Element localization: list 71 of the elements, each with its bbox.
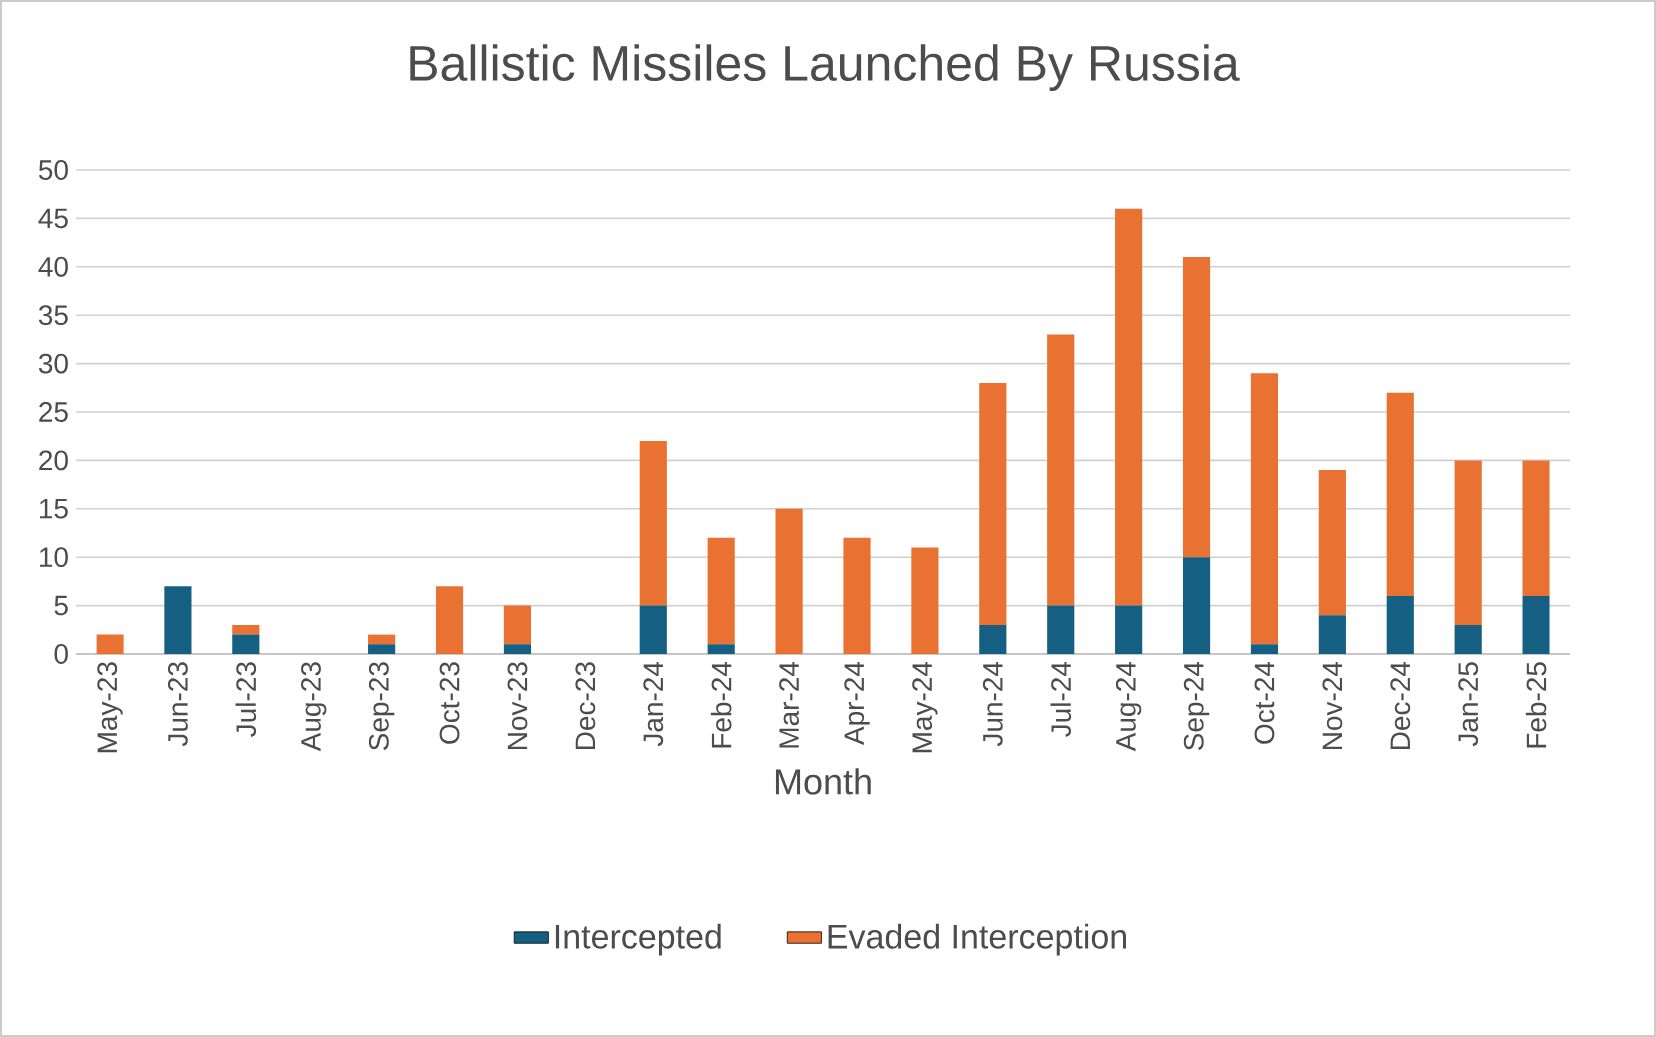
- x-tick-label: Jul-24: [1050, 661, 1072, 737]
- x-tick-label: Sep-23: [368, 662, 395, 751]
- x-tick-label: Aug-24: [1115, 661, 1142, 752]
- bar: [503, 644, 532, 654]
- bar: [1522, 460, 1550, 596]
- bar: [1182, 557, 1211, 654]
- x-tick-label: Jul-23: [235, 662, 257, 737]
- bar: [707, 644, 735, 654]
- x-tick-label: Dec-23: [575, 662, 596, 750]
- x-tick-label: Jun-23: [167, 662, 188, 747]
- bar: [232, 624, 260, 635]
- bar: [1386, 392, 1414, 596]
- y-tick-label: 40: [38, 256, 68, 277]
- bar: [979, 382, 1007, 625]
- bar: [707, 537, 735, 645]
- bar: [96, 634, 124, 654]
- bar: [775, 508, 803, 654]
- x-tick-label: Jan-25: [1458, 662, 1479, 747]
- bar: [911, 547, 939, 654]
- x-tick-label: Dec-24: [1390, 661, 1411, 750]
- legend-label: Intercepted: [555, 923, 721, 956]
- x-tick-label: Feb-25: [1525, 662, 1547, 748]
- chart-title: Ballistic Missiles Launched By Russia: [410, 44, 1240, 91]
- bar: [1250, 644, 1279, 654]
- y-tick-label: 30: [38, 353, 68, 374]
- y-tick-label: 45: [38, 208, 68, 229]
- y-tick-label: 35: [38, 305, 68, 326]
- x-tick-label: Aug-23: [301, 662, 327, 752]
- bar: [435, 586, 464, 654]
- bar: [503, 605, 532, 645]
- bar: [843, 537, 871, 654]
- y-tick-label: 25: [39, 402, 68, 422]
- x-tick-label: Jan-24: [643, 661, 664, 747]
- x-tick-label: Mar-24: [779, 661, 800, 748]
- x-tick-label: May-24: [912, 661, 938, 753]
- y-tick-label: 5: [54, 595, 68, 616]
- x-tick-label: Apr-24: [844, 661, 870, 746]
- x-tick-label: May-23: [97, 662, 123, 753]
- bar: [368, 634, 396, 645]
- bar: [1386, 595, 1414, 654]
- bar: [1115, 208, 1143, 606]
- x-tick-label: Oct-24: [1254, 661, 1275, 744]
- bar: [1454, 624, 1482, 654]
- bar: [1522, 595, 1550, 654]
- x-tick-label: Nov-23: [507, 662, 528, 750]
- bar: [1318, 615, 1346, 654]
- bar: [979, 624, 1007, 654]
- x-tick-label: Nov-24: [1322, 661, 1343, 750]
- bar: [368, 644, 396, 654]
- bar: [164, 586, 192, 654]
- bar: [1047, 605, 1075, 654]
- bar: [1454, 460, 1482, 625]
- bar: [1182, 257, 1211, 558]
- y-tick-label: 50: [38, 160, 68, 180]
- bar: [232, 634, 260, 654]
- bar: [1115, 605, 1143, 654]
- legend-label: Evaded Interception: [828, 923, 1126, 956]
- bar: [639, 441, 667, 606]
- x-tick-label: Jun-24: [982, 661, 1003, 747]
- bar: [639, 605, 667, 654]
- bar: [1047, 334, 1075, 606]
- x-tick-label: Feb-24: [710, 661, 732, 748]
- y-tick-label: 0: [54, 644, 68, 664]
- y-tick-label: 15: [39, 499, 68, 519]
- x-tick-label: Sep-24: [1183, 661, 1210, 751]
- y-tick-label: 20: [39, 450, 68, 471]
- y-tick-label: 10: [39, 547, 68, 568]
- bar: [1318, 470, 1346, 616]
- x-tick-label: Oct-23: [439, 662, 460, 744]
- bar: [1250, 373, 1279, 645]
- x-axis-title: Month: [775, 768, 871, 795]
